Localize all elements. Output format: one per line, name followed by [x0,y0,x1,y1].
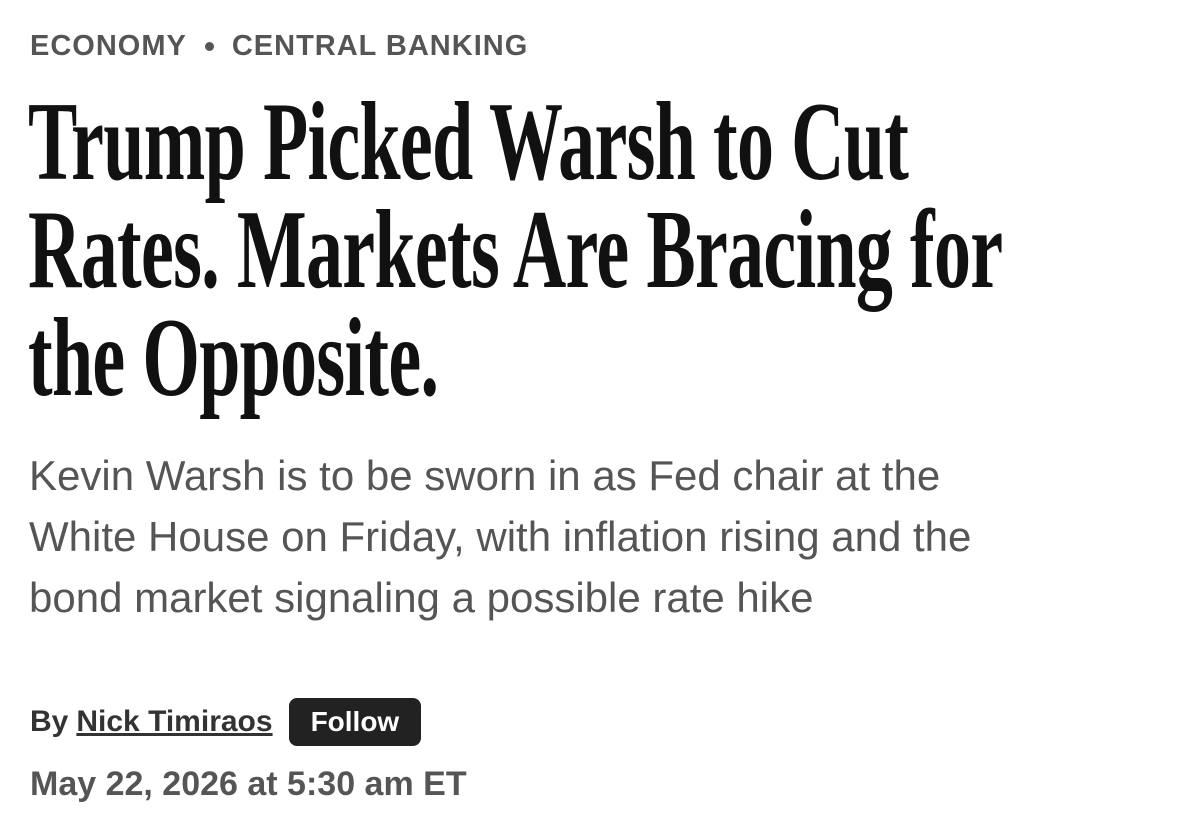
dek: Kevin Warsh is to be sworn in as Fed cha… [29,445,971,628]
separator [204,42,214,51]
follow-button[interactable]: Follow [288,698,422,746]
publish-date: May 22, 2026 at 5:30 am ET [30,765,467,803]
headline-line: Trump Picked Warsh to Cut [28,80,909,204]
headline: Trump Picked Warsh to Cut Rates. Markets… [28,80,1200,420]
byline-prefix: By [30,705,69,738]
dek-line: bond market signaling a possible rate hi… [29,574,814,621]
dek-line: Kevin Warsh is to be sworn in as Fed cha… [29,452,941,499]
breadcrumb[interactable]: ECONOMY [30,30,187,62]
headline-line: Rates. Markets Are Bracing for [28,188,1003,312]
breadcrumb[interactable]: CENTRAL BANKING [231,30,529,62]
byline: By Nick Timiraos Follow [30,698,422,746]
breadcrumbs: ECONOMY CENTRAL BANKING [30,30,528,63]
headline-line: the Opposite. [28,296,439,420]
dek-line: White House on Friday, with inflation ri… [29,513,972,560]
author-link[interactable]: Nick Timiraos [76,705,273,738]
